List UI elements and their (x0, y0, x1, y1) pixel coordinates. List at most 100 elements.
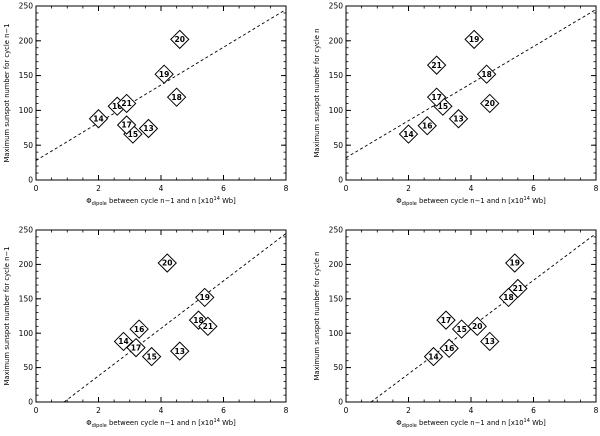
data-point-label: 15 (456, 325, 466, 334)
data-point-marker (480, 93, 500, 114)
x-axis-title-exponent: 14 (214, 196, 220, 202)
x-axis-title-symbol: Φ (396, 419, 401, 427)
data-point-marker (198, 316, 218, 337)
y-tick-label: 50 (333, 141, 343, 150)
data-point-marker (126, 337, 146, 358)
data-point-marker (166, 87, 187, 107)
x-axis-title-text: between cycle n−1 and n [x10 (107, 197, 214, 205)
x-axis-title-subscript: dipole (402, 423, 417, 429)
data-point-label: 13 (485, 337, 495, 346)
data-point-label: 14 (403, 130, 413, 139)
y-tick-label: 250 (329, 2, 344, 11)
data-point-label: 19 (510, 259, 520, 268)
data-point-label: 13 (143, 124, 153, 133)
x-tick-label: 4 (469, 184, 474, 193)
y-axis-title: Maximum sunspot number for cycle n (313, 29, 321, 158)
y-tick-label: 200 (329, 36, 344, 45)
y-tick-label: 50 (23, 363, 33, 372)
x-tick-label: 8 (284, 184, 289, 193)
y-tick-label: 100 (19, 106, 34, 115)
y-tick-label: 0 (338, 176, 343, 185)
data-point-label: 21 (203, 322, 213, 331)
x-axis-title-exponent: 14 (214, 418, 220, 424)
x-tick-label: 0 (344, 406, 349, 415)
data-point-label: 20 (162, 259, 172, 268)
x-axis-title-symbol: Φ (86, 197, 91, 205)
chart-panel-1: 0 2 4 6 8 0 50 100 150 200 250 14 15 16 17 21 13 18 19 20 Φd… (3, 2, 289, 207)
x-tick-label: 4 (159, 184, 164, 193)
data-point-marker (398, 124, 419, 144)
data-point-label: 15 (128, 130, 138, 139)
x-tick-label: 6 (221, 406, 226, 415)
data-point-label: 15 (146, 352, 156, 361)
data-point-label: 18 (481, 70, 491, 79)
data-point-label: 19 (469, 35, 479, 44)
y-axis-title: Maximum sunspot number for cycle n−1 (3, 24, 11, 163)
x-axis-title: Φdipole between cycle n−1 and n [x1014 W… (396, 196, 546, 207)
data-point-marker (480, 331, 500, 352)
x-tick-label: 4 (159, 406, 164, 415)
data-point-label: 20 (485, 99, 495, 108)
data-point-marker (116, 93, 137, 114)
y-tick-label: 100 (329, 329, 344, 338)
x-axis-title-symbol: Φ (86, 419, 91, 427)
x-tick-label: 0 (34, 184, 39, 193)
data-point-label: 20 (472, 322, 482, 331)
plot-frame (345, 229, 597, 403)
y-tick-label: 250 (329, 226, 344, 235)
x-axis-title-subscript: dipole (92, 423, 107, 429)
data-point-marker (195, 287, 215, 308)
data-point-label: 13 (175, 347, 185, 356)
fit-line (63, 233, 286, 402)
data-point-marker (464, 29, 484, 50)
x-tick-label: 2 (406, 406, 411, 415)
data-point-marker (448, 109, 469, 129)
chart-panel-3: 0 2 4 6 8050100150200250141716151320191821Φd… (3, 226, 289, 429)
x-tick-label: 0 (344, 184, 349, 193)
data-point-marker (505, 253, 525, 273)
x-axis-title-unit: Wb] (530, 419, 546, 427)
fit-line (346, 9, 596, 159)
data-point-label: 14 (118, 337, 128, 346)
x-axis-title: Φdipole between cycle n−1 and n [x1014 W… (86, 196, 236, 207)
data-point-label: 18 (193, 316, 203, 325)
fit-line (36, 9, 286, 161)
x-axis-title: Φdipole between cycle n−1 and n [x1014 W… (86, 418, 236, 429)
y-tick-label: 50 (23, 141, 33, 150)
data-point-label: 15 (438, 102, 448, 111)
data-point-marker (116, 115, 137, 135)
data-point-marker (439, 338, 459, 359)
data-point-label: 16 (444, 344, 454, 353)
data-point-marker (170, 341, 190, 361)
data-point-marker (170, 29, 190, 50)
y-tick-label: 0 (338, 398, 343, 407)
data-point-label: 18 (503, 293, 513, 302)
data-point-label: 16 (112, 102, 122, 111)
data-point-label: 21 (513, 284, 523, 293)
data-point-marker (141, 346, 162, 367)
x-tick-label: 2 (96, 406, 101, 415)
data-point-marker (436, 310, 456, 330)
plot-frame (345, 5, 597, 181)
data-point-label: 14 (93, 114, 103, 123)
x-tick-label: 2 (406, 184, 411, 193)
x-tick-label: 2 (96, 184, 101, 193)
data-point-marker (508, 278, 528, 299)
data-point-label: 16 (134, 325, 144, 334)
x-axis-title-text: between cycle n−1 and n [x10 (417, 197, 524, 205)
data-point-label: 17 (431, 93, 441, 102)
data-point-label: 19 (200, 293, 210, 302)
x-tick-label: 6 (531, 406, 536, 415)
data-point-marker (423, 346, 444, 367)
x-axis-title-subscript: dipole (402, 201, 417, 207)
y-tick-label: 150 (329, 294, 344, 303)
y-tick-label: 150 (19, 294, 34, 303)
y-tick-label: 100 (19, 329, 34, 338)
x-tick-label: 8 (284, 406, 289, 415)
data-point-marker (157, 253, 177, 273)
x-tick-label: 8 (594, 406, 599, 415)
data-point-label: 20 (175, 35, 185, 44)
